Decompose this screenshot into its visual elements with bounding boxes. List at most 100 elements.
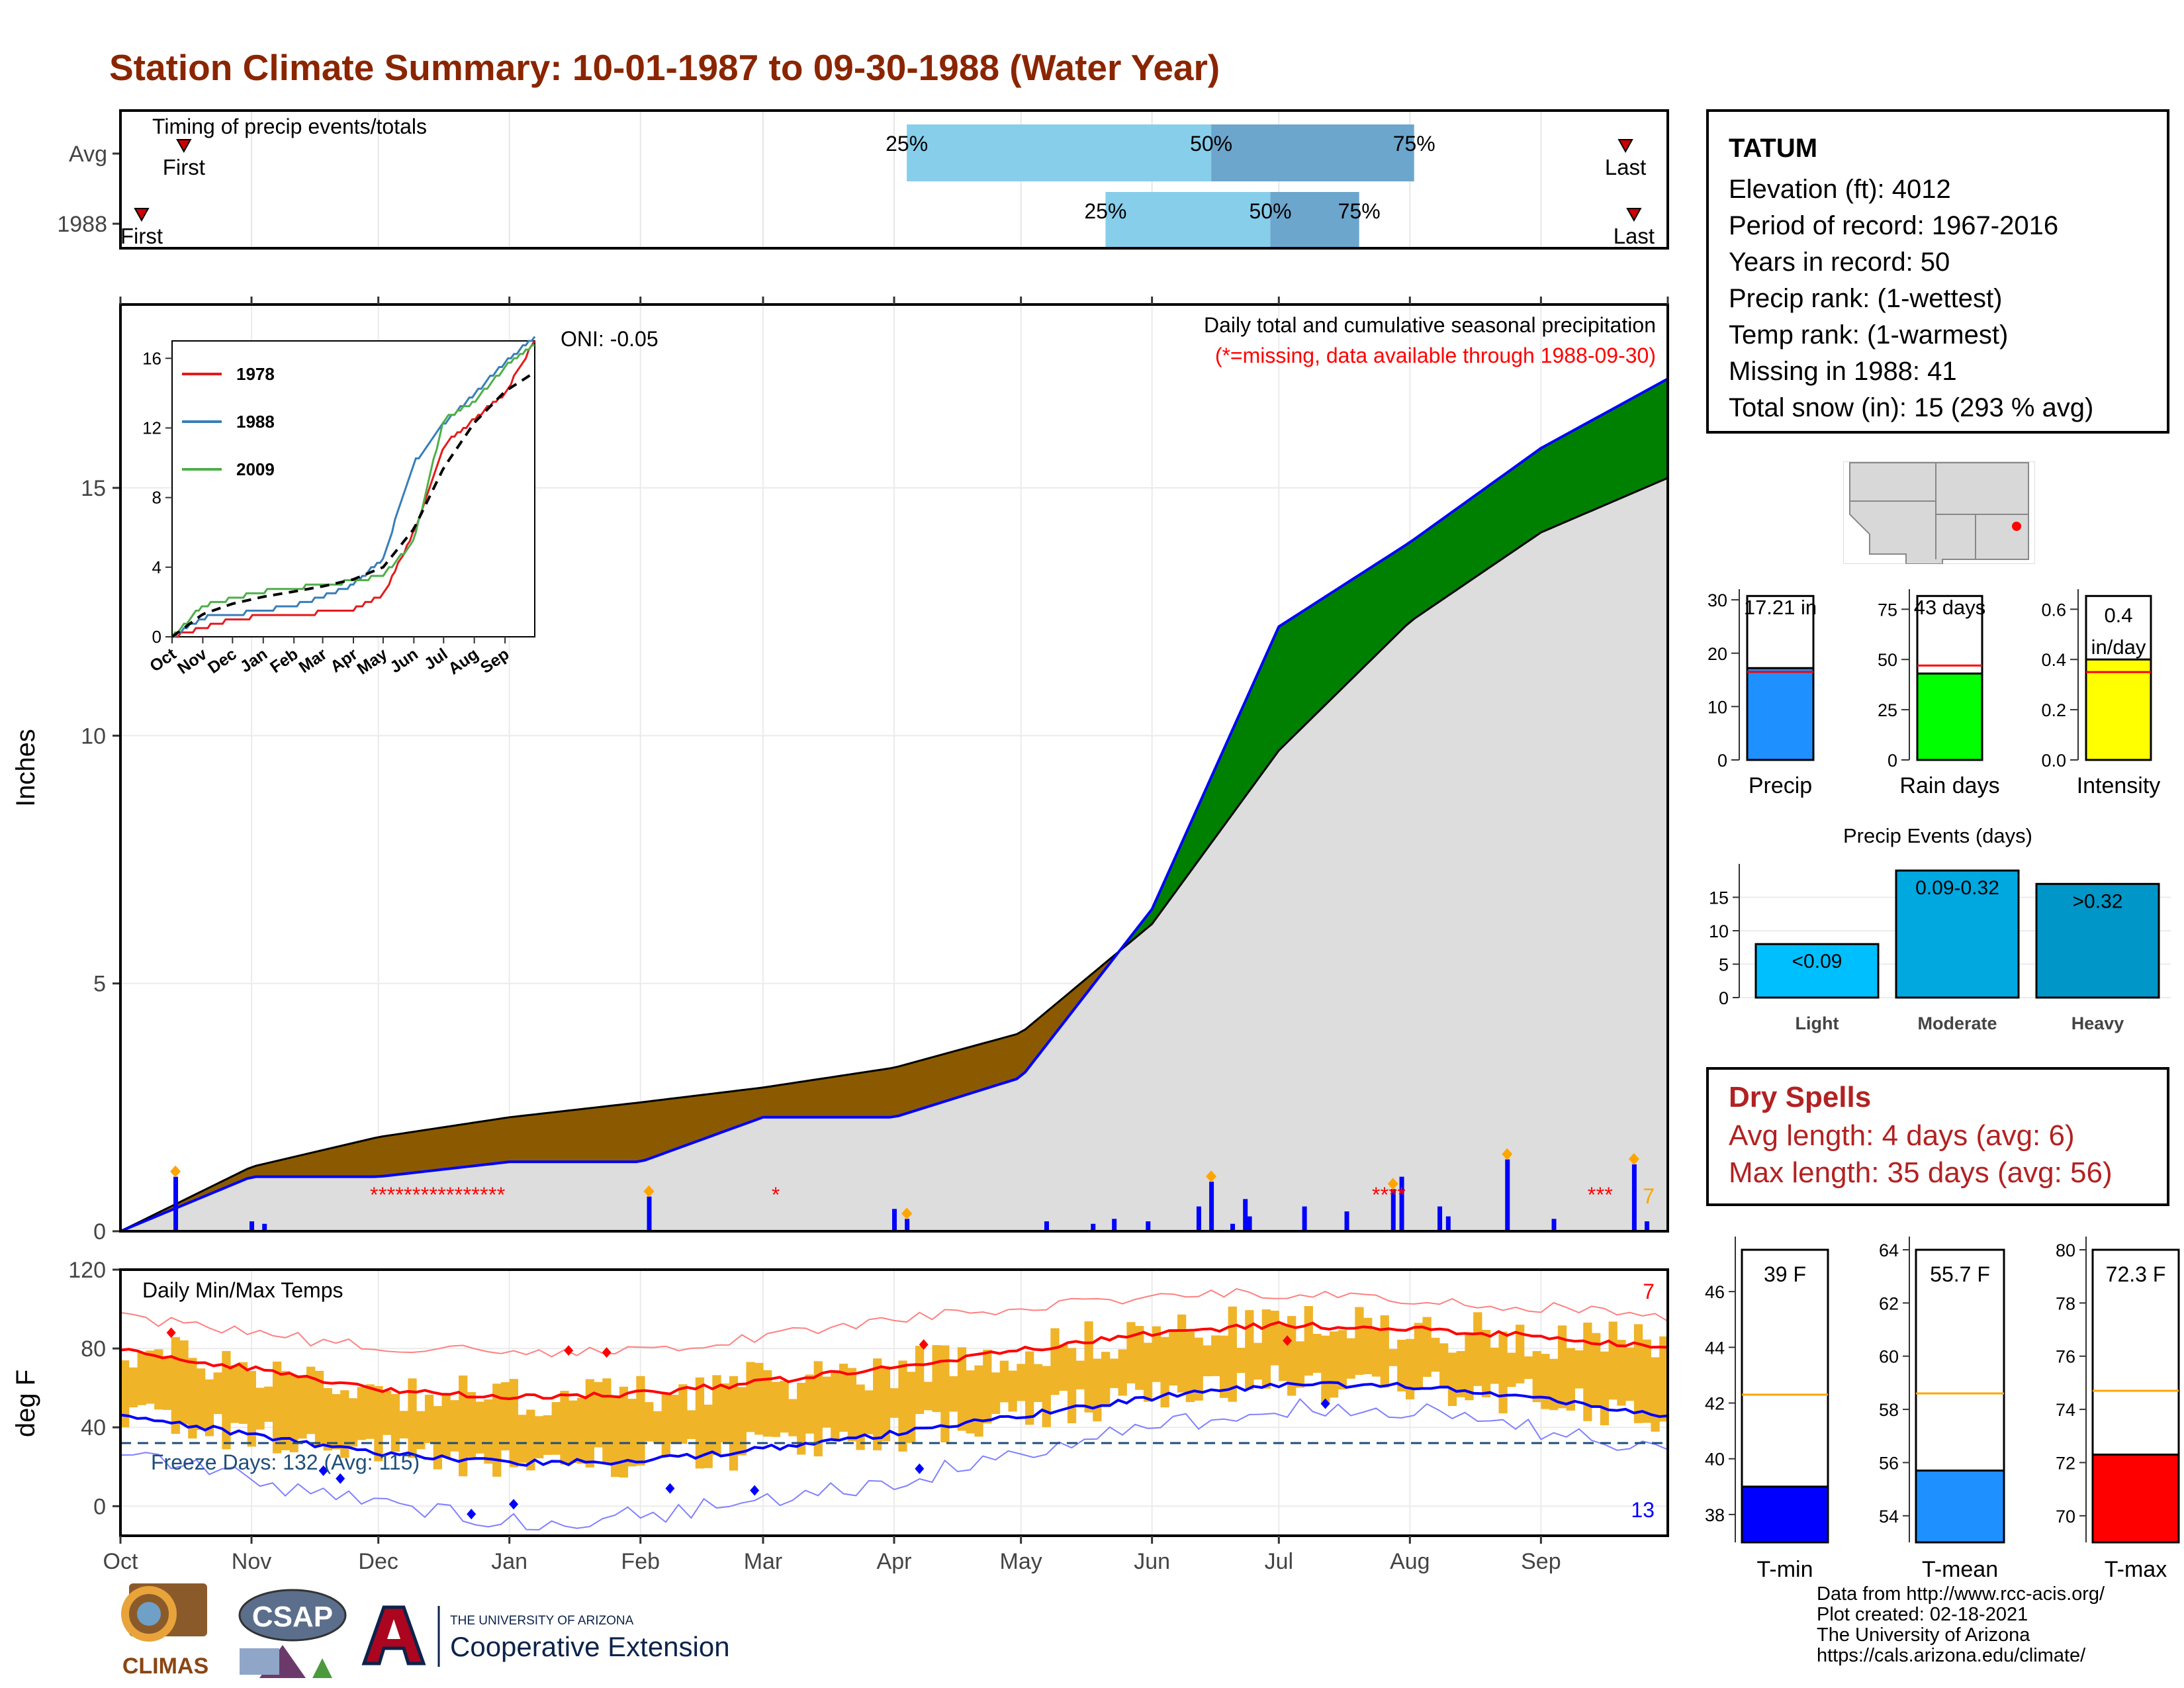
- daily-temp-bar: [729, 1376, 739, 1471]
- below-average-area: [821, 1076, 831, 1118]
- daily-temp-bar: [500, 1382, 510, 1451]
- daily-temp-bar: [399, 1411, 408, 1439]
- tempbar-y-tick-label: 62: [1879, 1293, 1899, 1313]
- daily-temp-bar: [1219, 1335, 1229, 1398]
- missing-day-marker: *: [488, 1183, 496, 1207]
- temp-y-tick-label: 80: [81, 1336, 106, 1362]
- event-category-label: Moderate: [1917, 1013, 1997, 1033]
- below-average-area: [500, 1117, 510, 1164]
- below-average-area: [306, 1151, 316, 1178]
- temp-y-tick-label: 120: [68, 1258, 106, 1283]
- precip-y-tick-label: 15: [81, 476, 106, 501]
- below-average-area: [585, 1107, 594, 1162]
- below-average-area: [340, 1143, 349, 1178]
- daily-temp-bar: [949, 1376, 958, 1412]
- below-average-area: [754, 1087, 764, 1121]
- daily-temp-bar: [1185, 1332, 1195, 1403]
- daily-temp-bar: [1363, 1317, 1373, 1374]
- daily-temp-bar: [162, 1356, 172, 1410]
- summary-bar-precip: [1746, 667, 1815, 761]
- daily-temp-bar: [213, 1372, 222, 1415]
- above-average-area: [1600, 410, 1610, 508]
- ua-logo-big-text: Cooperative Extension: [450, 1631, 730, 1662]
- daily-temp-bar: [957, 1347, 967, 1431]
- below-average-area: [957, 1047, 967, 1098]
- below-average-area: [483, 1119, 493, 1166]
- daily-precip-bar: [1505, 1159, 1510, 1231]
- summary-y-tick-label: 0.2: [2041, 700, 2066, 720]
- summary-category-label: Rain days: [1899, 773, 1999, 798]
- tempbar-value-label: 55.7 F: [1930, 1262, 1990, 1286]
- daily-temp-bar: [383, 1390, 392, 1435]
- above-average-area: [1278, 620, 1288, 751]
- daily-temp-bar: [1490, 1347, 1499, 1384]
- below-average-area: [1007, 1033, 1017, 1082]
- daily-temp-bar: [645, 1402, 654, 1442]
- inset-y-tick-label: 12: [142, 418, 161, 438]
- daily-temp-bar: [1287, 1316, 1297, 1396]
- temperature-chart: 0 40 80 120 Daily Min/Max Temps Freeze Days: …: [11, 1258, 1669, 1574]
- above-average-area: [1498, 471, 1508, 562]
- above-average-area: [1481, 484, 1491, 574]
- missing-day-marker: *: [1389, 1183, 1397, 1207]
- credit-data-source: Data from http://www.rcc-acis.org/: [1817, 1583, 2105, 1605]
- daily-temp-bar: [1084, 1321, 1093, 1413]
- missing-day-marker: *: [446, 1183, 454, 1207]
- daily-temp-bar: [459, 1375, 468, 1477]
- daily-temp-bar: [1422, 1317, 1432, 1377]
- below-average-area: [729, 1090, 739, 1131]
- daily-temp-bar: [1583, 1322, 1592, 1421]
- daily-temp-bar: [881, 1366, 891, 1442]
- month-tick-label: Jul: [1265, 1549, 1293, 1574]
- daily-temp-bar: [670, 1395, 679, 1444]
- below-average-area: [509, 1115, 518, 1162]
- daily-temp-bar: [492, 1383, 502, 1477]
- daily-temp-bar: [1135, 1326, 1144, 1390]
- summary-value-label: 0.4: [2104, 604, 2132, 627]
- daily-temp-bar: [856, 1384, 865, 1450]
- record-min-line: [120, 1398, 1668, 1531]
- oni-label: ONI: -0.05: [561, 327, 659, 351]
- daily-temp-bar: [1067, 1348, 1077, 1424]
- temp-y-tick-label: 40: [81, 1415, 106, 1440]
- daily-temp-bar: [1017, 1364, 1026, 1401]
- daily-temp-bar: [686, 1410, 696, 1439]
- daily-temp-bar: [340, 1390, 349, 1458]
- summary-y-tick-label: 0.4: [2041, 650, 2066, 670]
- below-average-area: [982, 1041, 992, 1090]
- daily-temp-bar: [1101, 1352, 1111, 1407]
- events-y-tick-label: 5: [1719, 955, 1729, 975]
- below-average-area: [610, 1104, 620, 1162]
- average-min-temp-line: [120, 1381, 1668, 1467]
- daily-temp-bar: [780, 1380, 789, 1433]
- above-average-area: [1506, 465, 1516, 557]
- daily-temp-bar: [627, 1399, 637, 1467]
- inset-line-1978: [172, 340, 536, 638]
- summary-value-label: 43 days: [1914, 596, 1986, 619]
- record-event-marker: [901, 1207, 913, 1220]
- month-tick-label: Oct: [103, 1549, 138, 1574]
- above-average-area: [1540, 443, 1550, 534]
- summary-y-tick-label: 0.6: [2041, 600, 2066, 620]
- timing-pct-label: 50%: [1190, 132, 1232, 156]
- daily-temp-bar: [839, 1364, 848, 1432]
- daily-temp-bar: [1228, 1306, 1237, 1402]
- summary-y-tick-label: 10: [1707, 697, 1727, 717]
- above-average-area: [1295, 610, 1305, 735]
- page-title: Station Climate Summary: 10-01-1987 to 0…: [109, 47, 1220, 88]
- daily-temp-bar: [441, 1393, 451, 1458]
- below-average-area: [525, 1113, 535, 1162]
- temp-chart-title: Daily Min/Max Temps: [142, 1278, 343, 1302]
- below-average-area: [314, 1149, 324, 1178]
- daily-temp-bar: [298, 1375, 307, 1439]
- below-average-area: [407, 1131, 417, 1174]
- below-average-area: [297, 1153, 307, 1178]
- below-average-area: [745, 1088, 755, 1124]
- daily-temp-bar: [509, 1379, 518, 1468]
- daily-temp-bar: [1532, 1351, 1541, 1403]
- below-average-area: [390, 1133, 400, 1176]
- tempbar-value-label: 39 F: [1764, 1262, 1806, 1286]
- daily-temp-bar: [813, 1361, 823, 1457]
- tempbar-y-tick-label: 56: [1879, 1453, 1899, 1473]
- event-bar-heavy: [2035, 882, 2160, 999]
